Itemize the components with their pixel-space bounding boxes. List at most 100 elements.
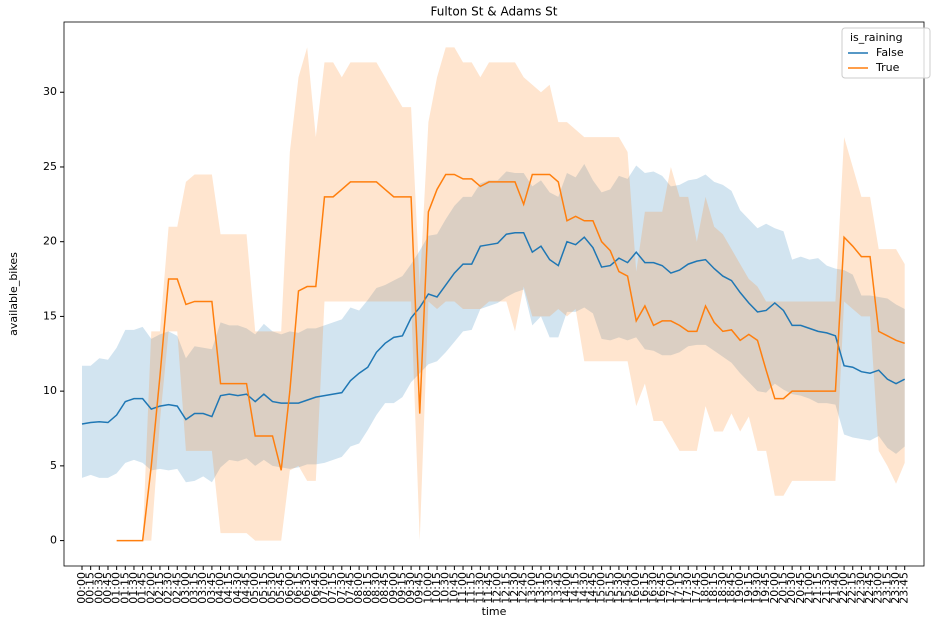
- x-tick-label: 17:30: [681, 572, 694, 604]
- x-tick-label: 08:00: [352, 572, 365, 604]
- x-tick-label: 09:30: [404, 572, 417, 604]
- x-tick-label: 10:00: [421, 572, 434, 604]
- x-tick-label: 16:45: [655, 572, 668, 604]
- x-tick-label: 23:45: [898, 572, 911, 604]
- x-tick-label: 14:15: [569, 572, 582, 604]
- x-tick-label: 10:15: [430, 572, 443, 604]
- axes: 05101520253000:0000:1500:3000:4501:0001:…: [43, 21, 925, 604]
- x-tick-label: 18:30: [716, 572, 729, 604]
- x-axis-label: time: [482, 605, 507, 618]
- x-tick-label: 00:30: [92, 572, 105, 604]
- x-tick-label: 11:15: [465, 572, 478, 604]
- lines: [81, 173, 906, 542]
- x-tick-label: 05:45: [274, 572, 287, 604]
- x-tick-label: 22:30: [854, 572, 867, 604]
- x-tick-label: 04:00: [214, 572, 227, 604]
- legend: is_raining False True: [841, 27, 931, 79]
- x-tick-label: 00:15: [84, 572, 97, 604]
- x-tick-label: 18:45: [725, 572, 738, 604]
- x-tick-label: 02:30: [162, 572, 175, 604]
- y-tick-label: 10: [43, 384, 57, 397]
- x-tick-label: 09:45: [413, 572, 426, 604]
- x-tick-label: 08:15: [361, 572, 374, 604]
- x-tick-label: 05:30: [266, 572, 279, 604]
- x-tick-label: 11:30: [473, 572, 486, 604]
- x-tick-label: 21:30: [820, 572, 833, 604]
- x-tick-label: 06:30: [300, 572, 313, 604]
- x-tick-label: 19:45: [759, 572, 772, 604]
- x-tick-label: 10:30: [439, 572, 452, 604]
- legend-label: True: [875, 61, 900, 74]
- x-tick-label: 03:00: [179, 572, 192, 604]
- x-tick-label: 21:45: [828, 572, 841, 604]
- y-tick-label: 5: [50, 459, 57, 472]
- x-tick-label: 02:00: [144, 572, 157, 604]
- x-tick-label: 07:45: [343, 572, 356, 604]
- x-tick-label: 01:30: [127, 572, 140, 604]
- x-tick-label: 13:00: [525, 572, 538, 604]
- x-tick-label: 00:00: [75, 572, 88, 604]
- x-tick-label: 13:45: [551, 572, 564, 604]
- x-tick-label: 07:30: [335, 572, 348, 604]
- y-tick-label: 30: [43, 85, 57, 98]
- x-tick-label: 23:30: [889, 572, 902, 604]
- x-tick-label: 19:15: [742, 572, 755, 604]
- x-tick-label: 05:15: [257, 572, 270, 604]
- x-tick-label: 21:00: [802, 572, 815, 604]
- x-tick-label: 13:15: [534, 572, 547, 604]
- x-tick-label: 20:30: [785, 572, 798, 604]
- x-tick-label: 16:00: [629, 572, 642, 604]
- series-line: [116, 173, 905, 542]
- x-tick-label: 06:15: [292, 572, 305, 604]
- y-axis-label: available_bikes: [7, 252, 20, 336]
- confidence-band: [116, 47, 905, 541]
- x-tick-label: 12:45: [517, 572, 530, 604]
- x-tick-label: 18:00: [699, 572, 712, 604]
- x-tick-label: 16:15: [638, 572, 651, 604]
- x-tick-label: 19:00: [733, 572, 746, 604]
- chart-title: Fulton St & Adams St: [430, 5, 557, 19]
- x-tick-label: 09:15: [395, 572, 408, 604]
- x-tick-label: 11:45: [482, 572, 495, 604]
- x-tick-label: 04:15: [222, 572, 235, 604]
- x-tick-label: 17:15: [673, 572, 686, 604]
- x-tick-label: 12:15: [499, 572, 512, 604]
- y-tick-label: 0: [50, 534, 57, 547]
- x-tick-label: 12:30: [508, 572, 521, 604]
- x-tick-label: 15:30: [612, 572, 625, 604]
- x-tick-label: 23:15: [880, 572, 893, 604]
- x-tick-label: 20:15: [776, 572, 789, 604]
- x-tick-label: 15:00: [595, 572, 608, 604]
- x-tick-label: 20:00: [768, 572, 781, 604]
- x-tick-label: 14:45: [586, 572, 599, 604]
- x-tick-label: 05:00: [248, 572, 261, 604]
- x-tick-label: 22:45: [863, 572, 876, 604]
- x-tick-label: 04:30: [231, 572, 244, 604]
- x-tick-label: 01:00: [110, 572, 123, 604]
- x-tick-label: 16:30: [647, 572, 660, 604]
- x-tick-label: 22:15: [846, 572, 859, 604]
- x-tick-label: 03:45: [205, 572, 218, 604]
- x-tick-label: 09:00: [387, 572, 400, 604]
- x-tick-label: 22:00: [837, 572, 850, 604]
- x-tick-label: 06:45: [309, 572, 322, 604]
- x-tick-label: 20:45: [794, 572, 807, 604]
- x-tick-label: 06:00: [283, 572, 296, 604]
- x-tick-label: 08:30: [369, 572, 382, 604]
- x-tick-label: 17:00: [664, 572, 677, 604]
- x-tick-label: 10:45: [447, 572, 460, 604]
- y-tick-label: 15: [43, 309, 57, 322]
- x-tick-label: 21:15: [811, 572, 824, 604]
- x-tick-label: 14:00: [560, 572, 573, 604]
- x-tick-label: 18:15: [707, 572, 720, 604]
- x-tick-label: 01:15: [118, 572, 131, 604]
- x-tick-label: 13:30: [543, 572, 556, 604]
- x-tick-label: 07:00: [317, 572, 330, 604]
- legend-title: is_raining: [850, 31, 903, 44]
- x-tick-label: 11:00: [456, 572, 469, 604]
- x-tick-label: 17:45: [690, 572, 703, 604]
- x-tick-label: 03:15: [188, 572, 201, 604]
- x-tick-label: 07:15: [326, 572, 339, 604]
- y-tick-label: 25: [43, 160, 57, 173]
